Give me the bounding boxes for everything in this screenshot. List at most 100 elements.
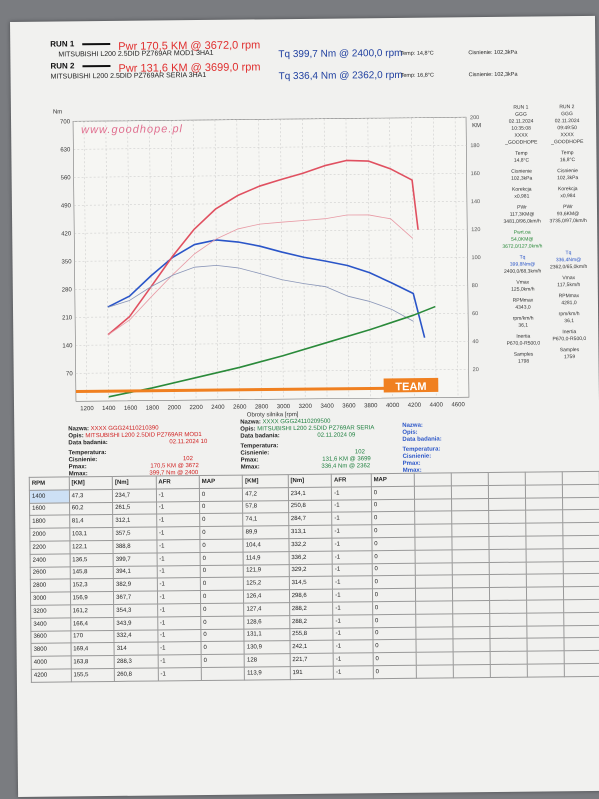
run2-label: RUN 2: [50, 61, 75, 71]
table-cell: 0: [372, 639, 417, 653]
table-cell-empty: [563, 637, 599, 651]
side-panel-item: 4281,0: [561, 300, 577, 307]
table-cell: -1: [333, 627, 373, 641]
press-value: 102: [182, 456, 193, 463]
y-left-tick-label: 280: [62, 287, 73, 293]
team-badge-bg: [383, 377, 439, 393]
table-cell: 161,2: [70, 604, 114, 618]
table-cell: 0: [371, 524, 416, 538]
side-panel-item: 16,8°C: [559, 157, 576, 164]
y-right-tick-label: 140: [471, 199, 480, 205]
table-cell: 60,2: [69, 502, 113, 516]
table-cell-empty: [452, 562, 490, 576]
table-cell-empty: [489, 625, 527, 639]
x-tick-label: 2200: [189, 405, 203, 411]
table-cell: -1: [332, 601, 373, 615]
table-cell: -1: [156, 539, 200, 553]
table-cell-empty: [451, 498, 489, 512]
data-label: Data badania:: [68, 439, 108, 447]
press-label: Cisnienie:: [240, 450, 270, 457]
table-cell-empty: [416, 664, 454, 679]
run1-temp: Temp: 14,8°C: [400, 50, 434, 57]
run2-tq: Tq 336,4 Nm @ 2362,0 rpm: [278, 69, 403, 83]
nazwa-value: XXXX GGG24110209500: [262, 418, 331, 426]
table-cell: 399,7: [113, 552, 157, 567]
dyno-chart: 1200 1400 1600 1800 2000 2200 2400 2600 2800 3000…: [41, 87, 500, 437]
table-cell-empty: [562, 548, 599, 562]
table-cell: -1: [332, 614, 373, 628]
table-cell-empty: [526, 638, 565, 652]
table-cell: -1: [156, 501, 200, 515]
table-cell-empty: [490, 651, 528, 665]
table-cell: -1: [157, 603, 201, 617]
table-cell: -1: [333, 665, 374, 679]
x-tick-label: 3400: [320, 404, 334, 410]
y-left-tick-label: 700: [60, 119, 71, 125]
table-cell-empty: [563, 624, 599, 639]
table-cell: 57,8: [242, 500, 289, 514]
run2-pressure: Cisnienie: 102,3kPa: [468, 71, 518, 79]
grid-line-y: [75, 313, 469, 318]
side-panel-item: 3672,0/127,0km/h: [502, 243, 543, 250]
x-tick-label: 4400: [430, 402, 444, 408]
grid-line-y: [74, 229, 468, 234]
table-cell: 128: [244, 653, 290, 668]
y-right-tick-label: 20: [473, 367, 479, 373]
table-cell: 163,8: [70, 655, 115, 669]
side-panel-item: 102,3kPa: [511, 175, 533, 182]
table-cell: -1: [157, 590, 201, 604]
table-cell: 261,5: [112, 501, 157, 515]
table-cell: 388,8: [113, 539, 157, 554]
table-cell-empty: [563, 573, 599, 587]
side-panel-item: [546, 239, 590, 246]
table-cell-empty: [490, 638, 528, 652]
table-cell: 343,9: [113, 616, 158, 631]
table-cell: 332,4: [113, 629, 158, 643]
run1-line-sample: [82, 42, 111, 45]
table-cell-empty: [564, 650, 599, 664]
table-cell-empty: [562, 522, 599, 536]
dyno-printout: RUN 1 Pwr 170,5 KM @ 3672,0 rpm MITSUBIS…: [10, 15, 599, 797]
table-cell: 126,4: [243, 589, 290, 604]
table-cell: 0: [200, 577, 244, 591]
grid-line-x: [323, 118, 328, 399]
table-cell: 122,1: [69, 540, 114, 554]
table-cell: 114,9: [243, 551, 289, 565]
table-cell: -1: [332, 550, 372, 564]
table-cell: -1: [331, 524, 372, 539]
y-right-unit: KM: [472, 123, 481, 129]
table-cell: 288,2: [289, 602, 333, 616]
table-cell: 0: [371, 498, 415, 513]
table-cell: 242,1: [289, 640, 334, 654]
table-cell-empty: [414, 485, 452, 499]
table-header-cell: AFR: [155, 475, 200, 489]
table-cell-empty: [451, 472, 489, 486]
table-cell-empty: [562, 496, 599, 511]
table-cell-empty: [415, 588, 453, 602]
table-cell: 0: [372, 665, 417, 679]
table-cell-empty: [488, 484, 526, 499]
table-cell: -1: [332, 576, 373, 590]
table-cell: 121,9: [243, 564, 290, 578]
table-cell: 156,9: [70, 591, 114, 605]
opis-label: Opis:: [240, 426, 256, 433]
grid-line-y: [73, 201, 467, 206]
series-line-4: [107, 264, 414, 322]
table-cell: -1: [331, 499, 372, 513]
table-cell-empty: [564, 663, 599, 677]
table-cell: 234,1: [288, 486, 332, 501]
table-cell-empty: [414, 498, 452, 512]
table-cell: -1: [332, 537, 372, 551]
x-tick-label: 2800: [255, 404, 269, 410]
table-cell-empty: [525, 497, 563, 511]
y-right-tick-label: 160: [471, 171, 480, 177]
table-cell: 1600: [29, 502, 70, 516]
y-right-tick-label: 40: [472, 339, 478, 345]
run1-vehicle: MITSUBISHI L200 2.5DID PZ769AR MOD1 3HA1: [58, 49, 214, 59]
opis-label: Opis:: [402, 429, 418, 436]
table-cell: -1: [156, 526, 200, 540]
dyno-chart-svg: 1200 1400 1600 1800 2000 2200 2400 2600 2800 3000…: [53, 109, 481, 418]
table-cell: 329,2: [288, 563, 333, 577]
table-cell: 0: [371, 511, 415, 525]
y-left-tick-label: 210: [62, 315, 73, 321]
